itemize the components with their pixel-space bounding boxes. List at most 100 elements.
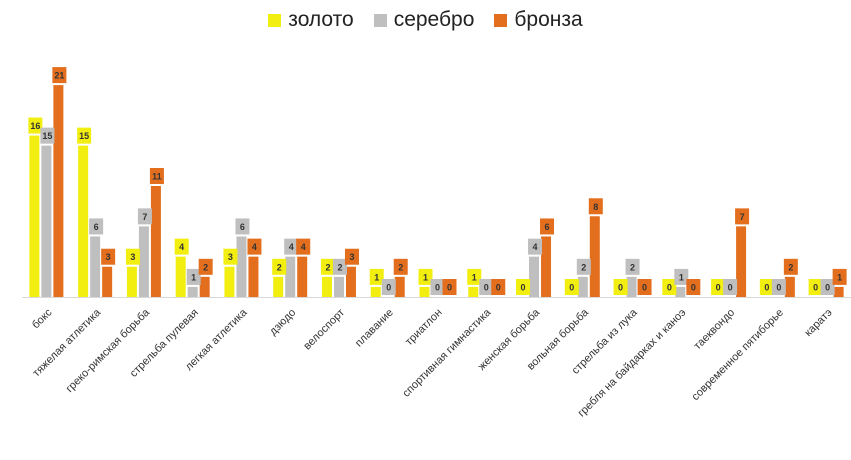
data-label-bg-silver-14 — [723, 279, 738, 295]
data-label-bronze-0: 21 — [54, 71, 64, 81]
legend-item-silver: серебро — [373, 8, 475, 32]
bar-silver-12 — [626, 276, 637, 297]
bar-gold-8 — [419, 286, 430, 297]
bar-bronze-6 — [345, 266, 356, 297]
data-label-bg-bronze-12 — [637, 279, 652, 295]
data-label-bg-gold-1 — [77, 127, 92, 144]
data-label-silver-8: 0 — [435, 283, 440, 293]
data-label-bg-gold-2 — [125, 248, 140, 265]
data-label-silver-5: 4 — [289, 242, 294, 252]
data-label-bg-gold-5 — [272, 258, 287, 275]
data-label-silver-15: 0 — [776, 283, 781, 293]
data-label-silver-14: 0 — [728, 283, 733, 293]
data-label-gold-0: 16 — [30, 121, 40, 131]
data-label-silver-10: 4 — [533, 242, 538, 252]
data-label-bg-silver-10 — [528, 238, 543, 255]
data-label-silver-7: 0 — [386, 283, 391, 293]
bar-bronze-5 — [297, 256, 308, 297]
data-label-gold-2: 3 — [130, 252, 135, 262]
x-tick-label-16: каратэ — [802, 306, 835, 339]
legend-label-silver: серебро — [393, 8, 475, 31]
data-label-bg-bronze-0 — [52, 67, 67, 84]
bar-gold-5 — [273, 276, 284, 297]
bar-silver-5 — [285, 256, 296, 297]
data-label-bronze-11: 8 — [593, 202, 598, 212]
data-label-bg-bronze-1 — [101, 248, 116, 265]
data-label-bg-silver-1 — [89, 218, 104, 235]
data-label-silver-13: 1 — [679, 272, 684, 282]
data-label-bg-bronze-14 — [735, 208, 750, 225]
legend-item-gold: золото — [268, 8, 354, 32]
data-label-bg-silver-5 — [284, 238, 299, 255]
data-label-gold-14: 0 — [716, 283, 721, 293]
data-label-bronze-9: 0 — [496, 283, 501, 293]
bar-gold-0 — [29, 135, 40, 297]
bar-silver-0 — [41, 145, 52, 297]
legend-swatch-silver — [373, 13, 387, 27]
data-label-bg-gold-12 — [613, 279, 628, 295]
bar-bronze-3 — [199, 276, 210, 297]
data-label-bg-silver-12 — [625, 258, 640, 275]
legend-label-gold: золото — [288, 8, 354, 31]
data-label-bg-silver-4 — [235, 218, 250, 235]
data-label-silver-1: 6 — [94, 222, 99, 232]
bar-bronze-0 — [53, 85, 64, 297]
data-label-bg-silver-15 — [771, 279, 786, 295]
x-tick-label-14: таеквондо — [692, 307, 738, 353]
data-label-bg-bronze-10 — [540, 218, 555, 235]
data-label-silver-3: 1 — [191, 272, 196, 282]
bar-silver-2 — [138, 226, 149, 297]
bar-gold-3 — [175, 256, 186, 297]
data-label-gold-7: 1 — [374, 272, 379, 282]
data-label-gold-1: 15 — [79, 131, 89, 141]
data-label-gold-13: 0 — [667, 283, 672, 293]
legend-swatch-gold — [268, 13, 282, 27]
data-label-bg-silver-6 — [332, 258, 347, 275]
data-label-bg-gold-7 — [369, 268, 384, 285]
data-label-bg-gold-0 — [28, 117, 43, 134]
bar-gold-4 — [224, 266, 235, 297]
x-tick-label-13: гребля на байдарках и каноэ — [576, 306, 689, 419]
data-label-gold-10: 0 — [521, 283, 526, 293]
bar-bronze-16 — [833, 286, 844, 297]
legend-label-bronze: бронза — [514, 8, 583, 31]
data-label-bg-gold-3 — [174, 238, 189, 255]
data-label-bg-bronze-9 — [491, 279, 506, 295]
data-label-bg-gold-9 — [467, 268, 482, 285]
data-label-bg-bronze-11 — [588, 198, 603, 215]
x-tick-label-2: греко-римская борьба — [64, 306, 153, 395]
data-label-bg-gold-11 — [564, 279, 579, 295]
data-label-bronze-5: 4 — [301, 242, 306, 252]
x-tick-label-8: триатлон — [403, 307, 445, 349]
bar-bronze-1 — [102, 266, 113, 297]
bar-bronze-14 — [736, 226, 747, 297]
data-label-bg-silver-11 — [576, 258, 591, 275]
data-label-bg-gold-4 — [223, 248, 238, 265]
bar-gold-9 — [468, 286, 479, 297]
data-label-bg-bronze-4 — [247, 238, 262, 255]
data-label-bg-gold-10 — [516, 279, 531, 295]
data-label-bg-gold-6 — [320, 258, 335, 275]
data-label-bg-silver-8 — [430, 279, 445, 295]
bar-silver-10 — [529, 256, 540, 297]
legend-item-bronze: бронза — [494, 8, 583, 32]
legend-swatch-bronze — [494, 13, 508, 27]
data-label-bg-gold-8 — [418, 268, 433, 285]
data-label-bg-silver-0 — [40, 127, 55, 144]
bar-silver-4 — [236, 236, 247, 297]
bars-layer — [29, 85, 844, 297]
data-label-bronze-15: 2 — [788, 262, 793, 272]
bar-silver-1 — [90, 236, 101, 297]
data-label-gold-9: 1 — [472, 272, 477, 282]
data-label-silver-2: 7 — [142, 212, 147, 222]
legend: золото серебро бронза — [0, 8, 851, 32]
bar-gold-1 — [78, 145, 89, 297]
bar-bronze-7 — [394, 276, 405, 297]
data-label-bg-bronze-16 — [832, 268, 847, 285]
data-label-bg-gold-15 — [759, 279, 774, 295]
data-label-bronze-3: 2 — [203, 262, 208, 272]
data-label-bg-gold-14 — [711, 279, 726, 295]
data-label-bronze-8: 0 — [447, 283, 452, 293]
